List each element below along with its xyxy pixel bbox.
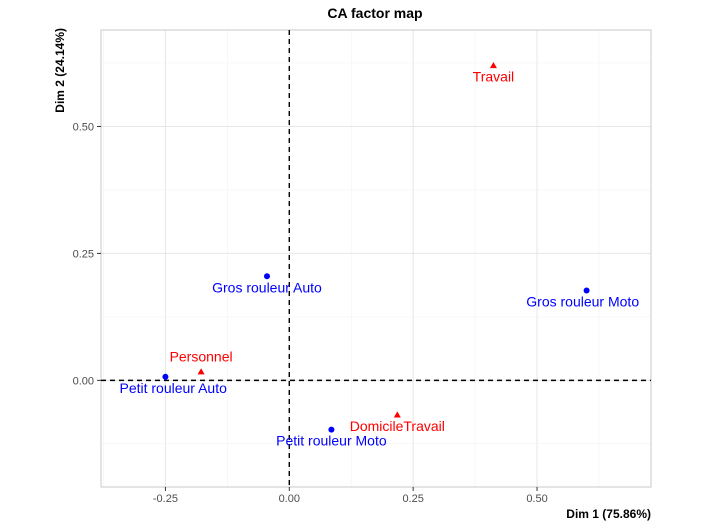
x-axis-title: Dim 1 (75.86%): [566, 507, 651, 521]
row-point-label: Petit rouleur Moto: [276, 433, 387, 449]
column-point: [197, 368, 205, 375]
data-labels: Gros rouleur Auto Gros rouleur Moto Petit …: [119, 69, 639, 449]
y-tick-label: 0.25: [73, 248, 94, 260]
column-point: [489, 62, 497, 69]
x-tick-label: 0.00: [279, 493, 300, 505]
row-point-label: Petit rouleur Auto: [119, 380, 227, 396]
row-point: [583, 287, 590, 294]
row-point-label: Gros rouleur Auto: [212, 279, 322, 295]
chart-title: CA factor map: [327, 5, 422, 21]
reference-lines: [101, 30, 651, 487]
x-tick-label: -0.25: [153, 493, 178, 505]
column-point-label: Travail: [473, 69, 515, 85]
column-point-label: DomicileTravail: [350, 418, 445, 434]
x-tick-label: 0.25: [402, 493, 423, 505]
y-tick-label: 0.50: [73, 121, 94, 133]
column-point-label: Personnel: [170, 349, 233, 365]
axis-ticks: -0.25 0.00 0.25 0.50 0.00 0.25 0.50: [73, 121, 548, 505]
y-tick-label: 0.00: [73, 375, 94, 387]
row-point: [263, 273, 270, 280]
panel-border: [100, 29, 652, 488]
column-point: [393, 411, 401, 418]
x-tick-label: 0.50: [526, 493, 547, 505]
row-point-label: Gros rouleur Moto: [526, 293, 639, 309]
row-point: [328, 426, 335, 433]
row-point: [162, 373, 169, 380]
data-points: [162, 62, 590, 433]
y-axis-title: Dim 2 (24.14%): [53, 28, 67, 113]
